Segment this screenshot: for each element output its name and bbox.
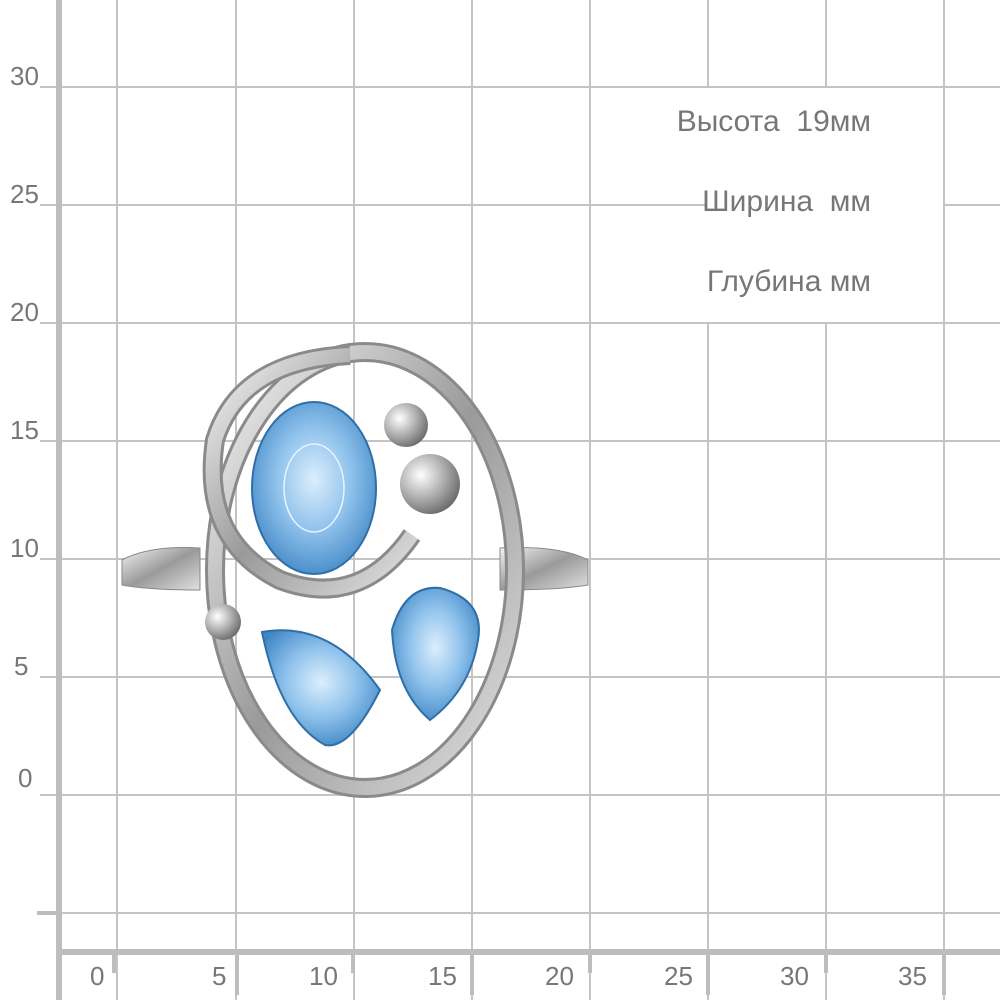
dimensions-panel: Высота 19мм Ширина мм Глубина мм (677, 88, 943, 322)
y-tick-label: 10 (10, 533, 39, 563)
x-tick-label: 20 (545, 961, 574, 991)
height-label: Высота 19мм (676, 105, 871, 138)
x-tick-label: 0 (90, 961, 105, 991)
y-tick-label: 30 (10, 61, 39, 91)
x-tick-label: 30 (780, 961, 809, 991)
x-tick-label: 10 (309, 961, 338, 991)
y-tick-label: 5 (14, 651, 29, 681)
y-tick-label: 0 (18, 763, 33, 793)
x-tick-label: 15 (428, 961, 457, 991)
y-tick-label: 15 (10, 415, 39, 445)
y-tick-label: 20 (10, 297, 39, 327)
metal-beads (205, 403, 460, 640)
x-tick-label: 25 (664, 961, 693, 991)
gem-pear-right (390, 586, 480, 722)
gem-pear-left (260, 629, 382, 747)
gem-oval (251, 401, 377, 575)
depth-label: Глубина мм (706, 265, 871, 298)
y-tick-label: 25 (10, 179, 39, 209)
x-tick-label: 5 (212, 961, 227, 991)
ring-spiral (202, 342, 525, 798)
width-label: Ширина мм (702, 185, 871, 218)
x-tick-label: 35 (898, 961, 927, 991)
